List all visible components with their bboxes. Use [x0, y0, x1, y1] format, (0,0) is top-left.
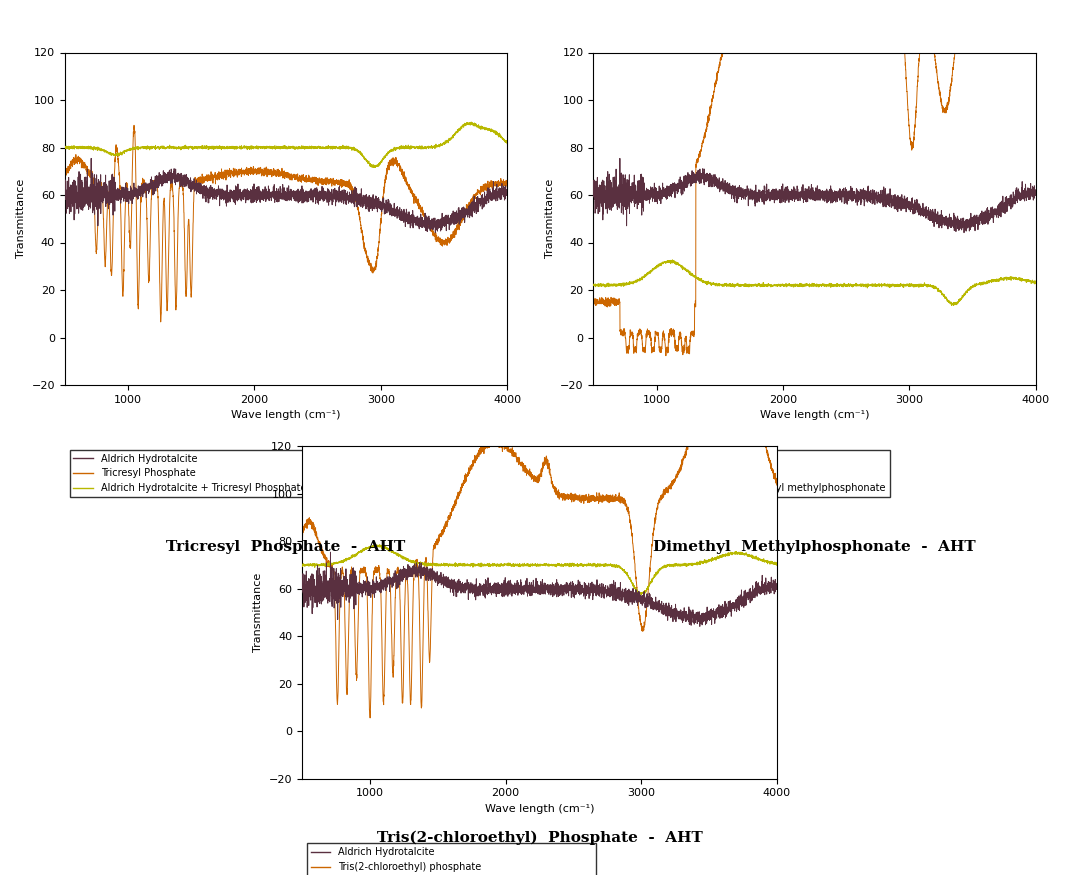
Y-axis label: Transmittance: Transmittance [16, 179, 26, 258]
Legend: Aldrich Hydrotalcite, Tris(2-chloroethyl) phosphate, Aldrich Hydrotalcite + Tris: Aldrich Hydrotalcite, Tris(2-chloroethyl… [308, 844, 596, 875]
Text: Tricresyl  Phosphate  -  AHT: Tricresyl Phosphate - AHT [166, 540, 406, 554]
Text: Dimethyl  Methylphosphonate  -  AHT: Dimethyl Methylphosphonate - AHT [653, 540, 976, 554]
X-axis label: Wave length (cm⁻¹): Wave length (cm⁻¹) [231, 410, 341, 420]
Y-axis label: Transmittance: Transmittance [545, 179, 555, 258]
Legend: Aldrich Hydrotalcite, Tricresyl Phosphate, Aldrich Hydrotalcite + Tricresyl Phos: Aldrich Hydrotalcite, Tricresyl Phosphat… [70, 450, 310, 497]
Legend: Aldrich Hydrotalcite, Dimethyl methylphosphonate, Aldrich Hydrotalcite + Dimethy: Aldrich Hydrotalcite, Dimethyl methylpho… [599, 450, 890, 497]
Text: Tris(2-chloroethyl)  Phosphate  -  AHT: Tris(2-chloroethyl) Phosphate - AHT [377, 831, 702, 845]
X-axis label: Wave length (cm⁻¹): Wave length (cm⁻¹) [484, 804, 595, 814]
X-axis label: Wave length (cm⁻¹): Wave length (cm⁻¹) [760, 410, 870, 420]
Y-axis label: Transmittance: Transmittance [254, 573, 263, 652]
